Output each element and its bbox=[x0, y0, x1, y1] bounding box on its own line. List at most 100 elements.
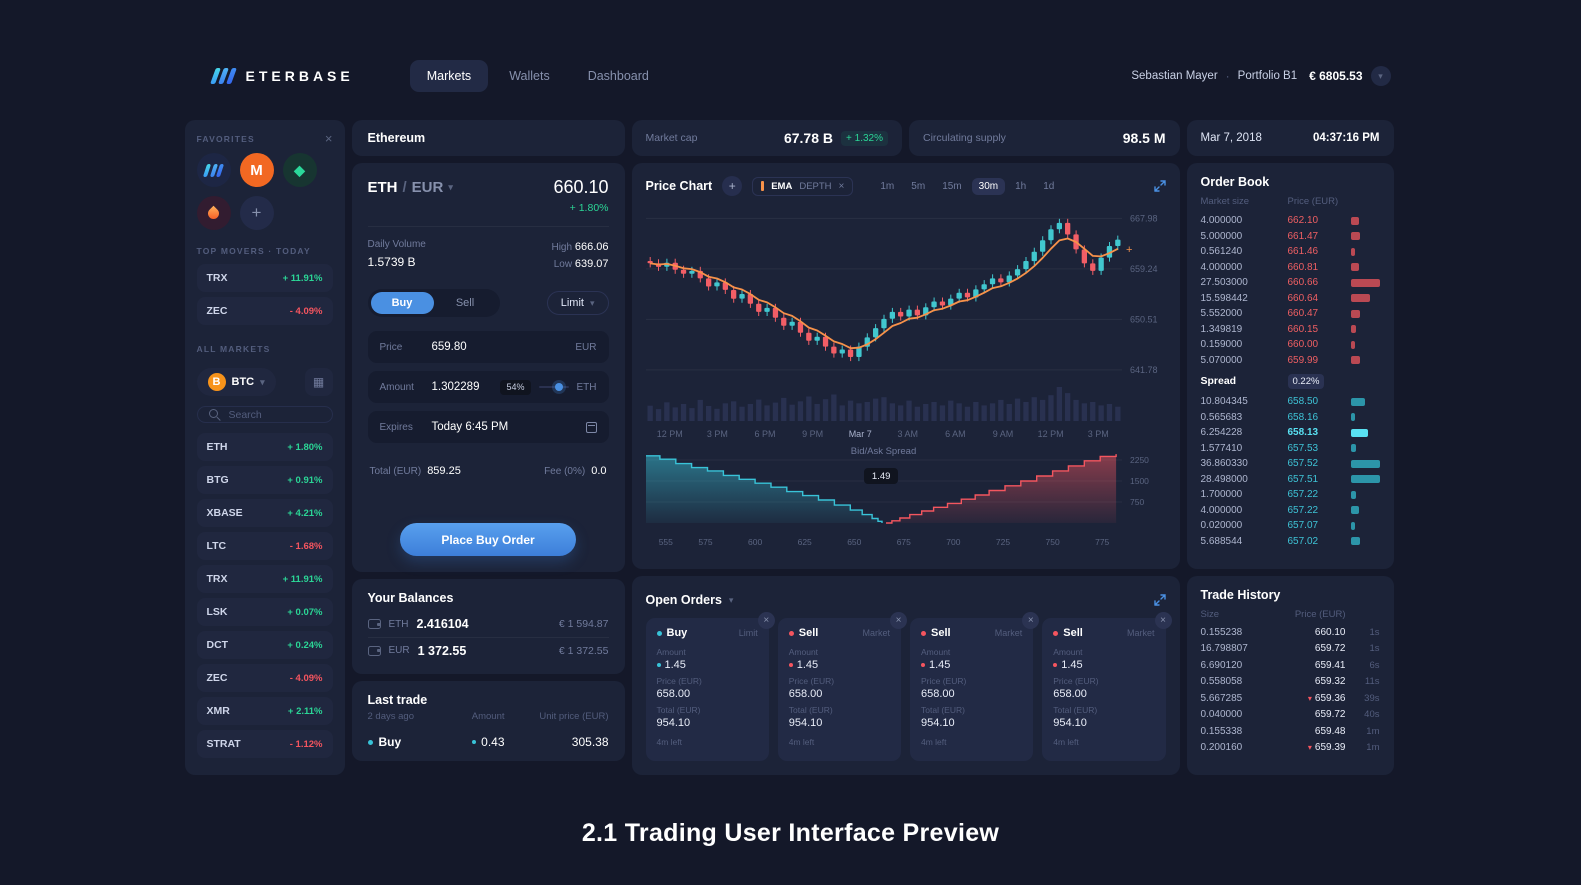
cancel-order-button[interactable]: × bbox=[890, 612, 907, 629]
bid-row[interactable]: 6.254228 658.13 bbox=[1201, 425, 1380, 441]
market-row[interactable]: TRX + 11.91% bbox=[196, 565, 333, 593]
amount-field-value[interactable]: 1.302289 bbox=[431, 381, 480, 393]
favorite-market-button[interactable] bbox=[196, 153, 231, 187]
expand-orders-button[interactable] bbox=[1153, 594, 1166, 606]
bid-row[interactable]: 1.577410 657.53 bbox=[1201, 441, 1380, 457]
sell-tab[interactable]: Sell bbox=[434, 292, 497, 314]
ask-row[interactable]: 4.000000 662.10 bbox=[1201, 213, 1380, 229]
bid-row[interactable]: 0.565683 658.16 bbox=[1201, 410, 1380, 426]
ask-row[interactable]: 15.598442 660.64 bbox=[1201, 291, 1380, 307]
quote-currency-selector[interactable]: B BTC ▾ bbox=[196, 368, 276, 396]
market-pair-label: XBASE bbox=[206, 507, 243, 519]
markets-view-toggle[interactable]: ▦ bbox=[304, 368, 333, 396]
account-dropdown-button[interactable]: ▾ bbox=[1370, 66, 1391, 86]
interval-button[interactable]: 30m bbox=[971, 177, 1006, 195]
interval-button[interactable]: 1d bbox=[1036, 178, 1061, 195]
ask-row[interactable]: 4.000000 660.81 bbox=[1201, 260, 1380, 276]
trade-price: 659.48 bbox=[1314, 725, 1346, 737]
user-menu[interactable]: Sebastian Mayer · Portfolio B1 € 6805.53… bbox=[1131, 66, 1391, 86]
order-total-label: Total (EUR) bbox=[788, 705, 833, 715]
buy-tab[interactable]: Buy bbox=[370, 292, 434, 314]
plus-icon: + bbox=[728, 179, 736, 193]
order-total-label: Total (EUR) bbox=[921, 705, 965, 715]
favorite-market-button[interactable] bbox=[196, 196, 231, 230]
order-total: 954.10 bbox=[1053, 717, 1087, 729]
bid-row[interactable]: 36.860330 657.52 bbox=[1201, 456, 1380, 472]
ask-row[interactable]: 0.561240 661.46 bbox=[1201, 244, 1380, 260]
ask-row[interactable]: 27.503000 660.66 bbox=[1201, 275, 1380, 291]
nav-tab[interactable]: Dashboard bbox=[571, 60, 666, 92]
amount-slider[interactable] bbox=[538, 383, 569, 391]
bid-row[interactable]: 28.498000 657.51 bbox=[1201, 472, 1380, 488]
price-field-value[interactable]: 659.80 bbox=[431, 341, 467, 353]
bid-row[interactable]: 0.020000 657.07 bbox=[1201, 518, 1380, 534]
favorite-market-button[interactable]: M bbox=[239, 153, 274, 187]
cancel-order-button[interactable]: × bbox=[757, 612, 775, 629]
sidebar-close-button[interactable]: × bbox=[325, 132, 333, 145]
market-row[interactable]: ZEC - 4.09% bbox=[196, 664, 333, 692]
coin-icon: M bbox=[239, 153, 274, 187]
brand[interactable]: ETERBASE bbox=[209, 68, 354, 84]
calendar-icon[interactable] bbox=[585, 421, 597, 433]
ask-size: 5.552000 bbox=[1200, 308, 1243, 320]
market-row[interactable]: XMR + 2.11% bbox=[196, 697, 333, 725]
market-row[interactable]: LTC - 1.68% bbox=[196, 532, 333, 560]
price-field[interactable]: Price 659.80 EUR bbox=[367, 331, 609, 363]
market-row[interactable]: XBASE + 4.21% bbox=[196, 499, 333, 527]
place-buy-order-button[interactable]: Place Buy Order bbox=[400, 523, 576, 556]
ask-row[interactable]: 5.070000 659.99 bbox=[1201, 353, 1380, 369]
order-type-selector[interactable]: Limit ▾ bbox=[546, 291, 609, 315]
bid-row[interactable]: 4.000000 657.22 bbox=[1201, 503, 1380, 519]
nav-tab[interactable]: Wallets bbox=[492, 60, 567, 92]
add-indicator-button[interactable]: + bbox=[722, 176, 743, 196]
interval-button[interactable]: 1h bbox=[1008, 178, 1033, 195]
market-search[interactable] bbox=[196, 406, 333, 423]
depth-toggle[interactable]: DEPTH bbox=[799, 180, 832, 192]
candlestick-chart[interactable]: 667.98 659.24 650.51 641.78 +12 PM 3 PM 6 PM 9 … bbox=[645, 203, 1166, 443]
grid-icon: ▦ bbox=[312, 375, 325, 389]
interval-button[interactable]: 1m bbox=[873, 178, 901, 195]
expand-chart-button[interactable] bbox=[1153, 180, 1166, 192]
market-pair-label: ETH bbox=[206, 441, 228, 453]
interval-button[interactable]: 15m bbox=[935, 178, 968, 195]
bid-row[interactable]: 1.700000 657.22 bbox=[1201, 487, 1380, 503]
trade-size: 16.798807 bbox=[1200, 643, 1248, 655]
ask-row[interactable]: 0.159000 660.00 bbox=[1201, 337, 1380, 353]
cancel-order-button[interactable]: × bbox=[1022, 612, 1040, 629]
cancel-order-button[interactable]: × bbox=[1154, 612, 1172, 629]
balances-list: ETH 2.416104 € 1 594.87 EUR 1 372.55 € 1… bbox=[367, 611, 609, 663]
ask-row[interactable]: 5.000000 661.47 bbox=[1201, 229, 1380, 245]
ask-row[interactable]: 1.349819 660.15 bbox=[1201, 322, 1380, 338]
nav-tab[interactable]: Markets bbox=[409, 60, 489, 92]
market-row[interactable]: ZEC - 4.09% bbox=[196, 297, 333, 325]
bid-row[interactable]: 10.804345 658.50 bbox=[1201, 394, 1380, 410]
last-price: 660.10 bbox=[553, 177, 609, 197]
amount-field-label: Amount bbox=[379, 381, 414, 393]
favorite-market-button[interactable]: ◆ bbox=[282, 153, 317, 187]
chart-column: Market cap 67.78 B + 1.32% Circulating s… bbox=[631, 120, 1180, 775]
ask-row[interactable]: 5.552000 660.47 bbox=[1201, 306, 1380, 322]
coin-icon: + bbox=[239, 196, 274, 230]
interval-button[interactable]: 5m bbox=[904, 178, 932, 195]
market-row[interactable]: STRAT - 1.12% bbox=[196, 730, 333, 758]
pair-selector[interactable]: ETH / EUR ▾ bbox=[368, 177, 453, 198]
market-row[interactable]: TRX + 11.91% bbox=[196, 264, 333, 292]
market-row[interactable]: DCT + 0.24% bbox=[196, 631, 333, 659]
legend-close-icon[interactable]: × bbox=[838, 180, 845, 192]
search-input[interactable] bbox=[228, 408, 321, 421]
market-cap-card: Market cap 67.78 B + 1.32% bbox=[631, 120, 902, 156]
market-row[interactable]: BTG + 0.91% bbox=[196, 466, 333, 494]
favorite-market-button[interactable]: + bbox=[239, 196, 274, 230]
market-row[interactable]: ETH + 1.80% bbox=[196, 433, 333, 461]
ema-toggle[interactable]: EMA bbox=[771, 180, 793, 192]
market-row[interactable]: LSK + 0.07% bbox=[196, 598, 333, 626]
order-total-label: Total (EUR) bbox=[1053, 705, 1098, 715]
expires-field[interactable]: Expires Today 6:45 PM bbox=[367, 411, 609, 443]
amount-field[interactable]: Amount 1.302289 54% ETH bbox=[367, 371, 609, 403]
order-type: Market bbox=[862, 628, 890, 638]
chevron-down-icon[interactable]: ▾ bbox=[728, 594, 734, 605]
trade-size: 0.155338 bbox=[1200, 725, 1243, 737]
expires-field-value[interactable]: Today 6:45 PM bbox=[431, 421, 509, 433]
slider-handle[interactable] bbox=[555, 383, 563, 391]
bid-row[interactable]: 5.688544 657.02 bbox=[1201, 534, 1380, 550]
